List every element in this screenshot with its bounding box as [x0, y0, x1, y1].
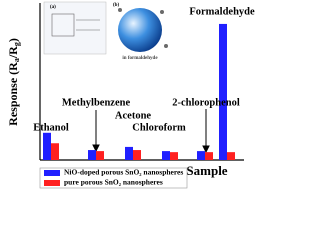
- category-label: Acetone: [115, 110, 151, 121]
- legend-label: NiO-doped porous SnO₂ nanospheres: [64, 168, 183, 177]
- arrows: [92, 109, 210, 154]
- category-label: Formaldehyde: [189, 6, 255, 17]
- y-axis-label: Response (Ra/Rg): [6, 38, 21, 126]
- inset-molecule: [160, 10, 164, 14]
- bar: [170, 152, 178, 160]
- bar: [162, 151, 170, 160]
- x-axis-label: Sample: [186, 163, 227, 178]
- inset-molecule: [164, 44, 168, 48]
- chart: (a) (b) in formaldehyde Response (Ra/Rg)…: [6, 1, 255, 189]
- bar: [197, 151, 205, 160]
- inset-label: (b): [113, 3, 119, 8]
- legend-swatch: [44, 180, 60, 186]
- category-label: Methylbenzene: [62, 97, 131, 108]
- legend: [39, 167, 188, 189]
- category-label: Chloroform: [132, 122, 186, 133]
- arrow-head: [92, 144, 100, 153]
- inset: (a) (b) in formaldehyde: [43, 1, 168, 61]
- inset-label: in formaldehyde: [122, 56, 158, 61]
- category-label: Ethanol: [33, 122, 69, 133]
- legend-swatch: [44, 170, 60, 176]
- inset-label: (a): [50, 5, 56, 10]
- bar: [125, 146, 133, 160]
- inset-panel-a: [43, 1, 107, 55]
- bar: [227, 152, 235, 160]
- legend-label: pure porous SnO₂ nanospheres: [64, 178, 163, 187]
- bar: [205, 152, 213, 160]
- arrow-head: [202, 145, 210, 154]
- inset-sphere: [118, 8, 162, 52]
- inset-molecule: [118, 8, 122, 12]
- bar: [96, 151, 104, 160]
- bar: [133, 150, 141, 160]
- bar: [219, 23, 227, 160]
- category-label: 2-chlorophenol: [172, 97, 240, 108]
- inset-band-diagram: [51, 13, 75, 37]
- bar: [51, 143, 59, 160]
- bar: [43, 132, 51, 160]
- bar: [88, 150, 96, 160]
